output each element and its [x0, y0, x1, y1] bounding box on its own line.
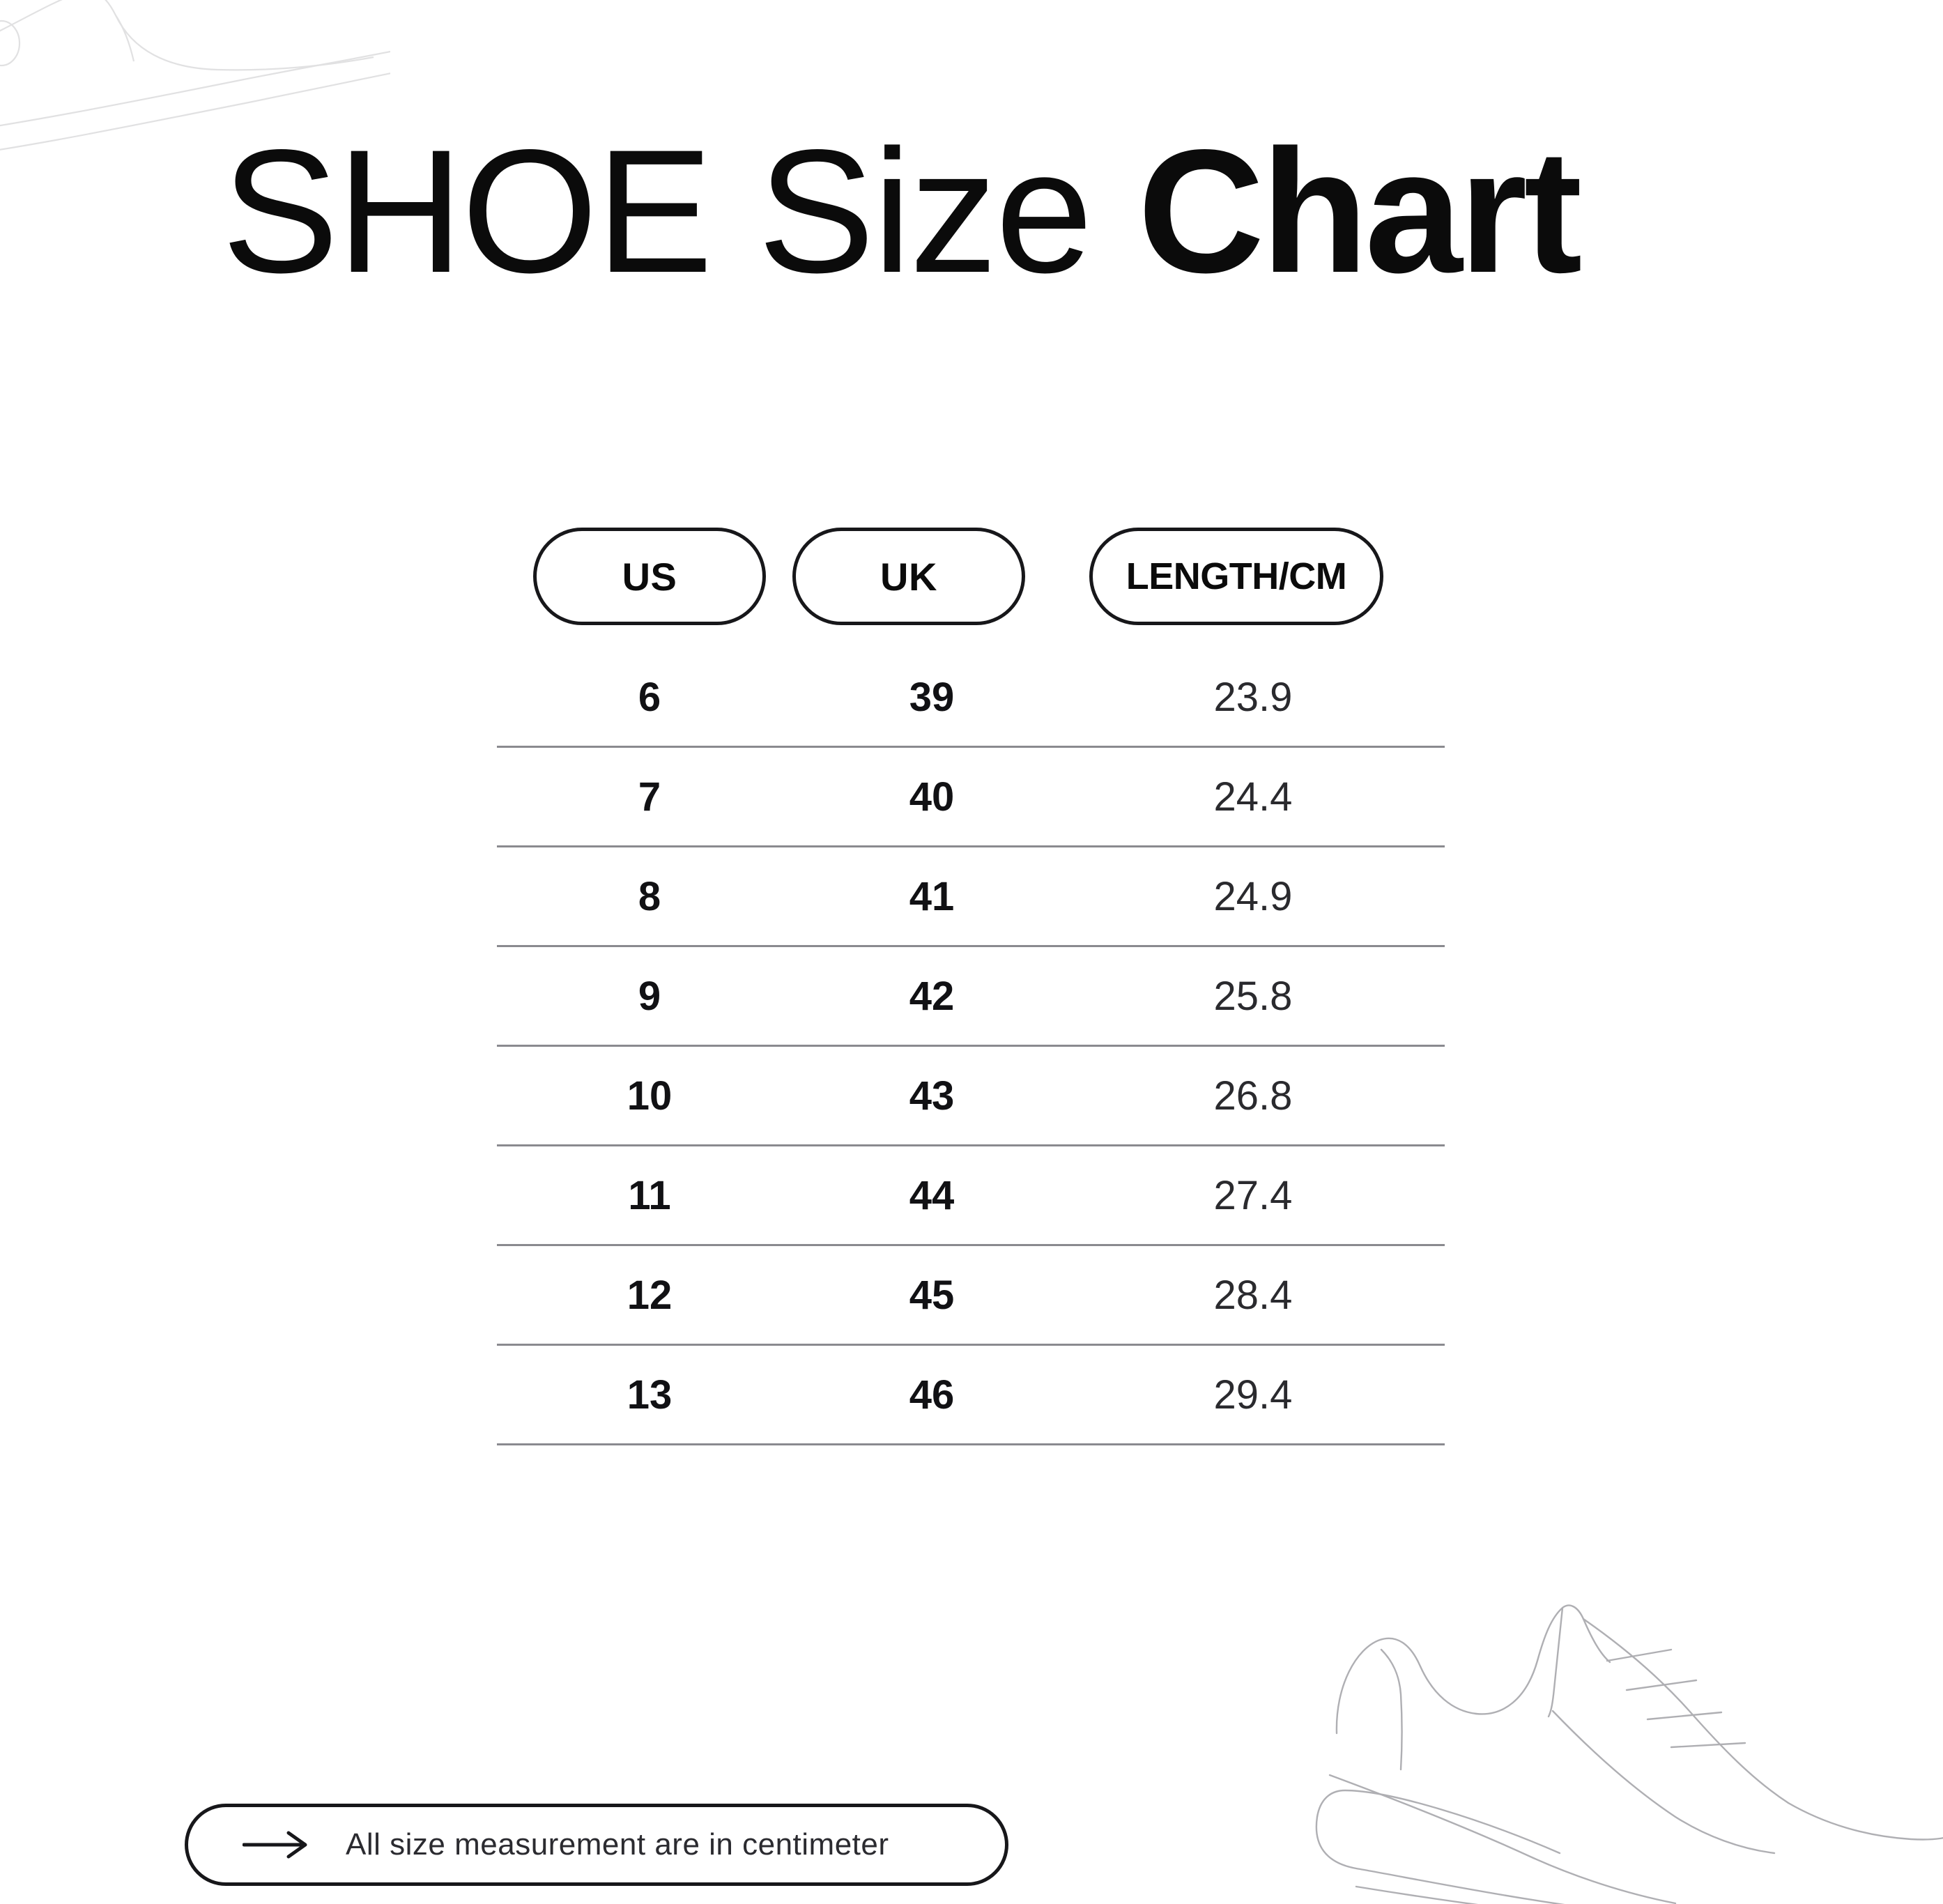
cell-length: 26.8: [1213, 1073, 1293, 1119]
arrow-right-icon: [243, 1831, 307, 1859]
cell-length: 28.4: [1213, 1272, 1293, 1318]
table-row: 13 46 29.4: [497, 1346, 1445, 1445]
table-row: 7 40 24.4: [497, 748, 1445, 847]
measurement-note-text: All size measurement are in centimeter: [346, 1827, 889, 1861]
title-bold-part: Chart: [1137, 114, 1582, 309]
column-header-uk: UK: [792, 528, 1025, 625]
table-row: 8 41 24.9: [497, 847, 1445, 947]
cell-us: 11: [628, 1172, 671, 1218]
cell-length: 24.4: [1213, 774, 1293, 820]
column-header-us-label: US: [622, 554, 677, 599]
cell-us: 7: [638, 774, 661, 820]
size-table: 6 39 23.9 7 40 24.4 8 41 24.9 9 42 25.8 …: [497, 648, 1445, 1445]
table-header-row: US UK LENGTH/CM: [497, 528, 1445, 625]
cell-us: 8: [638, 873, 661, 919]
cell-us: 12: [627, 1272, 673, 1318]
cell-uk: 44: [909, 1172, 955, 1218]
cell-uk: 40: [909, 774, 955, 820]
cell-length: 25.8: [1213, 973, 1293, 1019]
cell-length: 29.4: [1213, 1372, 1293, 1418]
cell-length: 27.4: [1213, 1172, 1293, 1218]
sneaker-outline-bottom-right-icon: [1315, 1604, 1943, 1904]
cell-length: 23.9: [1213, 674, 1293, 720]
cell-us: 10: [627, 1073, 673, 1119]
table-row: 12 45 28.4: [497, 1246, 1445, 1346]
cell-us: 6: [638, 674, 661, 720]
cell-uk: 43: [909, 1073, 955, 1119]
cell-uk: 42: [909, 973, 955, 1019]
cell-uk: 46: [909, 1372, 955, 1418]
cell-length: 24.9: [1213, 873, 1293, 919]
cell-uk: 45: [909, 1272, 955, 1318]
column-header-uk-label: UK: [880, 554, 937, 599]
table-row: 6 39 23.9: [497, 648, 1445, 748]
cell-us: 13: [627, 1372, 673, 1418]
cell-us: 9: [638, 973, 661, 1019]
title-light-part: SHOE Size: [222, 114, 1138, 309]
page-title: SHOE Size Chart: [222, 124, 1582, 300]
table-row: 11 44 27.4: [497, 1146, 1445, 1246]
cell-uk: 39: [909, 674, 955, 720]
column-header-length-cm: LENGTH/CM: [1089, 528, 1383, 625]
table-row: 9 42 25.8: [497, 947, 1445, 1047]
measurement-note: All size measurement are in centimeter: [185, 1804, 1008, 1886]
column-header-length-cm-label: LENGTH/CM: [1126, 555, 1347, 597]
table-row: 10 43 26.8: [497, 1047, 1445, 1146]
cell-uk: 41: [909, 873, 955, 919]
column-header-us: US: [533, 528, 766, 625]
